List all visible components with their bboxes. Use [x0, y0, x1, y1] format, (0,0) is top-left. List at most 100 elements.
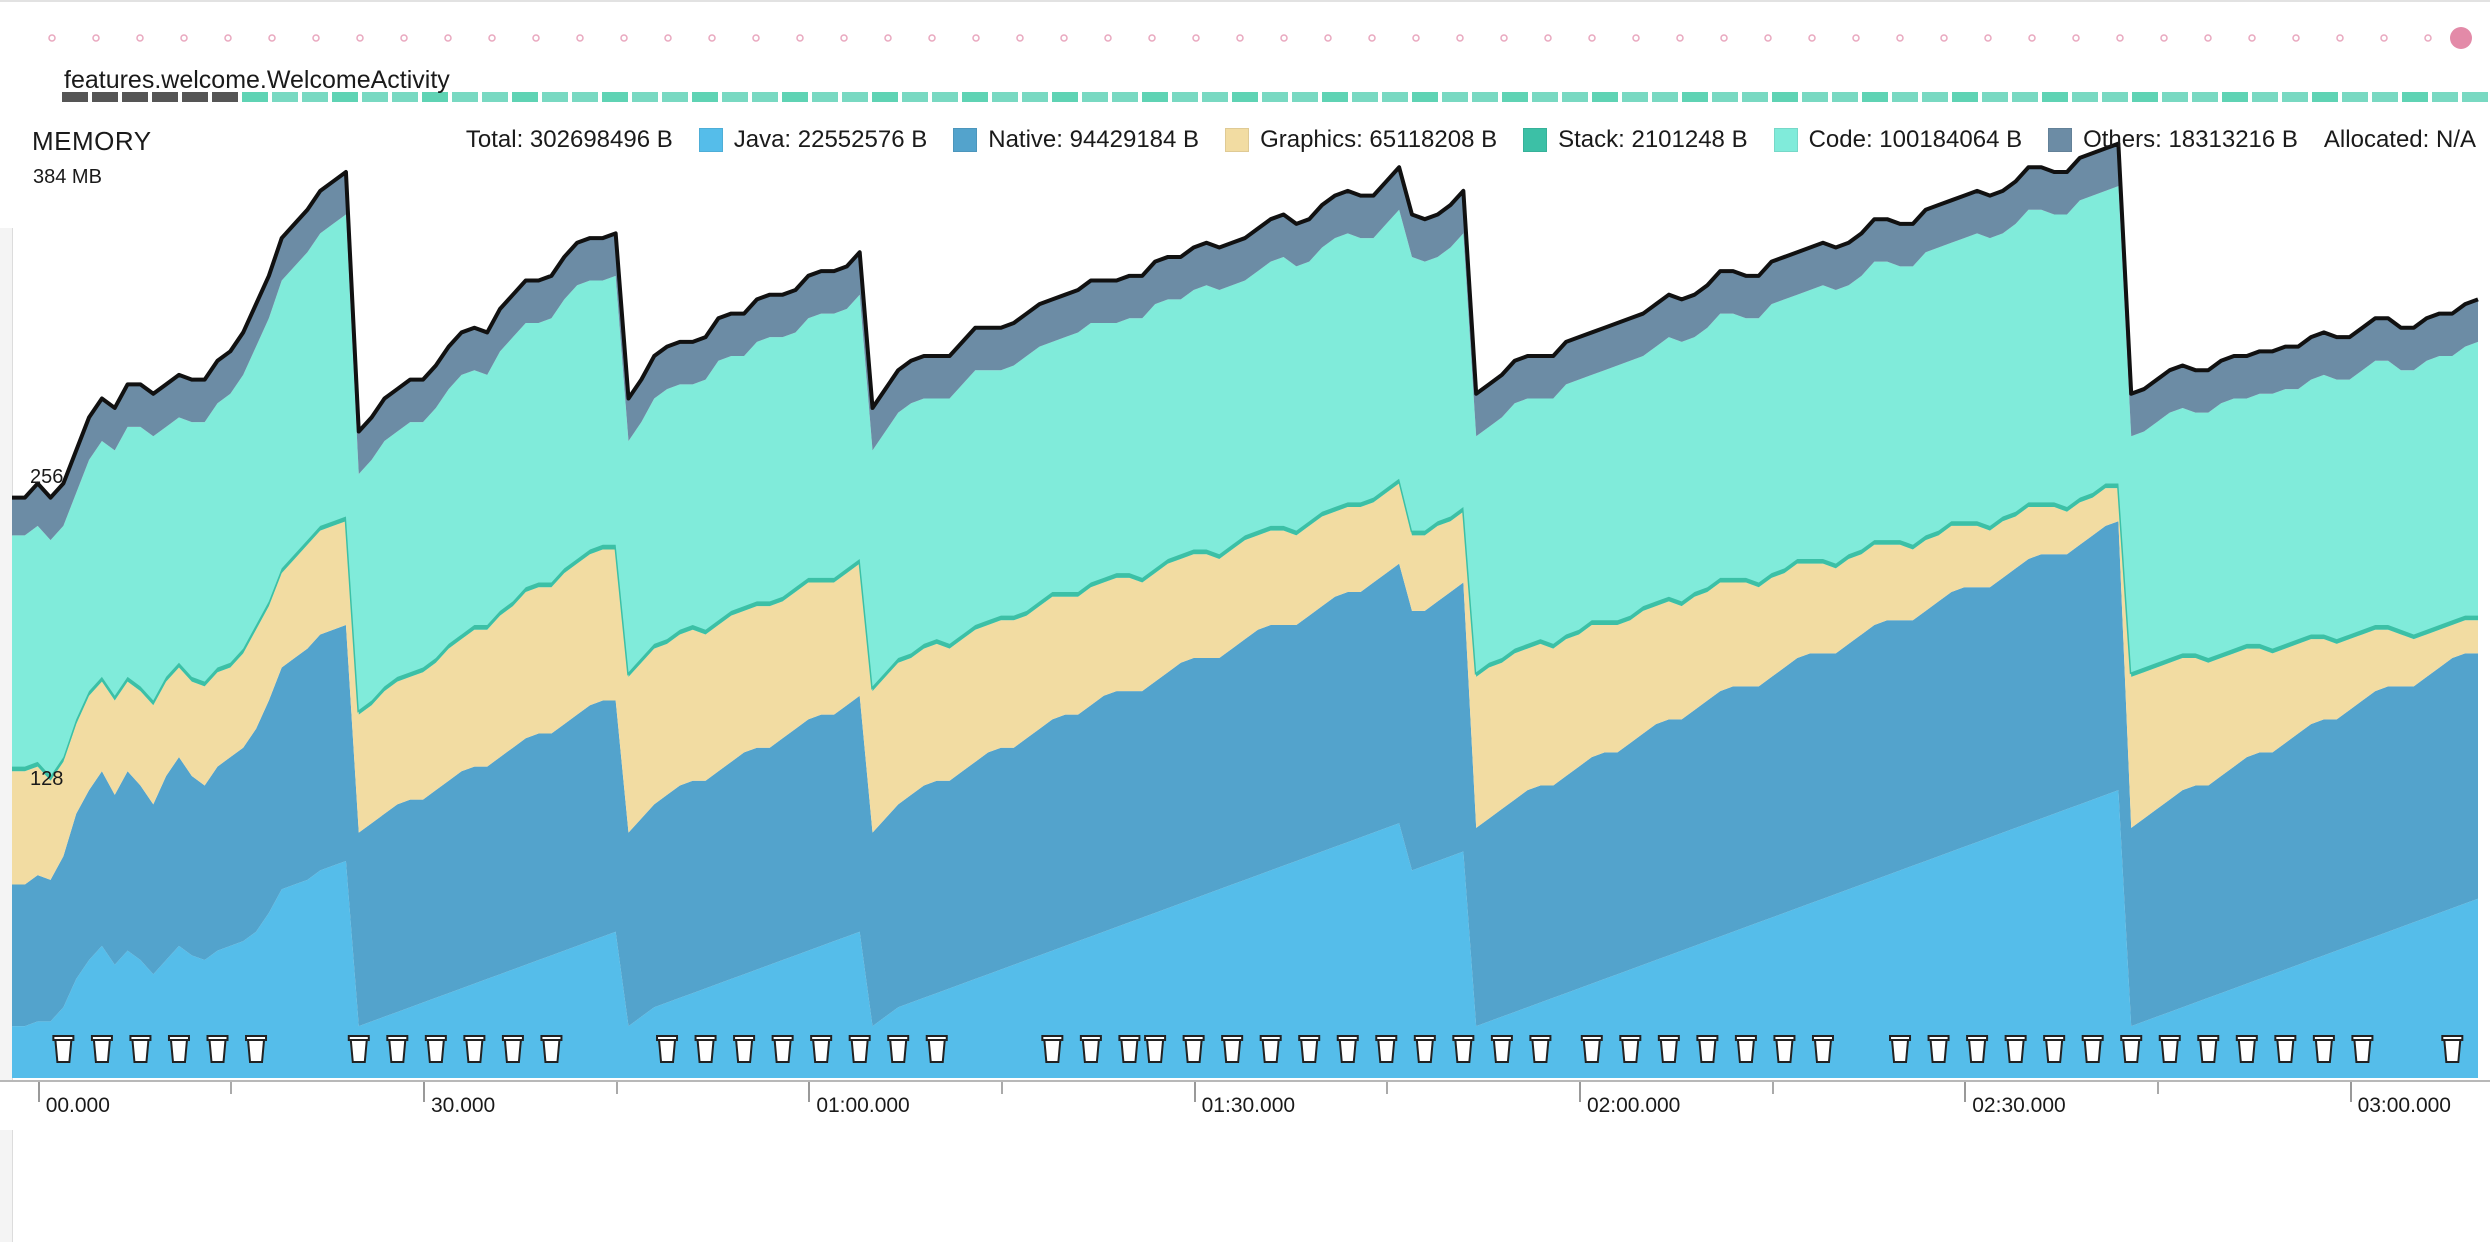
- event-dot: [1324, 34, 1332, 42]
- gc-event-icon: [167, 1035, 190, 1063]
- activity-segment: [872, 92, 898, 102]
- activity-segment: [992, 92, 1018, 102]
- event-dot: [1588, 34, 1596, 42]
- activity-segment: [62, 92, 88, 102]
- x-tick-label: 30.000: [431, 1094, 496, 1117]
- x-tick-label: 01:00.000: [816, 1094, 910, 1117]
- event-dot: [2116, 34, 2124, 42]
- area-code: [12, 186, 2478, 776]
- activity-segment: [2042, 92, 2068, 102]
- event-dot: [1016, 34, 1024, 42]
- activity-segment: [1922, 92, 1948, 102]
- activity-segment: [1682, 92, 1708, 102]
- y-axis-max-label: 384 MB: [33, 166, 102, 188]
- activity-segment: [512, 92, 538, 102]
- event-dot: [1632, 34, 1640, 42]
- activity-segment: [902, 92, 928, 102]
- gc-event-icon: [810, 1035, 833, 1063]
- activity-segment: [662, 92, 688, 102]
- activity-segment: [1082, 92, 1108, 102]
- activity-segment: [1442, 92, 1468, 102]
- legend-native: Native: 94429184 B: [953, 126, 1199, 154]
- event-dot: [2336, 34, 2344, 42]
- x-tick-label: 02:30.000: [1972, 1094, 2066, 1117]
- java-swatch: [698, 128, 723, 152]
- event-dot: [1104, 34, 1112, 42]
- gc-event-icon: [1490, 1035, 1513, 1063]
- activity-segment: [122, 92, 148, 102]
- activity-segment: [1112, 92, 1138, 102]
- activity-segment: [1292, 92, 1318, 102]
- x-major-tick: [2349, 1082, 2352, 1102]
- activity-segment: [2252, 92, 2278, 102]
- event-dot: [1500, 34, 1508, 42]
- x-major-tick: [1193, 1082, 1196, 1102]
- event-dot: [2248, 34, 2256, 42]
- activity-segment: [482, 92, 508, 102]
- x-tick-label: 03:00.000: [2357, 1094, 2451, 1117]
- activity-segment: [422, 92, 448, 102]
- event-dot: [1940, 34, 1948, 42]
- event-dot: [1984, 34, 1992, 42]
- gc-event-icon: [887, 1035, 910, 1063]
- graphics-swatch: [1225, 128, 1250, 152]
- event-dot: [1456, 34, 1464, 42]
- x-minor-tick: [1386, 1082, 1389, 1094]
- activity-name[interactable]: features.welcome.WelcomeActivity: [64, 66, 450, 94]
- gc-event-icon: [848, 1035, 871, 1063]
- event-dot: [840, 34, 848, 42]
- x-minor-tick: [230, 1082, 233, 1094]
- y-tick-256: 256: [30, 466, 64, 488]
- activity-segment: [2222, 92, 2248, 102]
- activity-segment: [272, 92, 298, 102]
- gc-event-icon: [2043, 1035, 2066, 1063]
- x-minor-tick: [2156, 1082, 2159, 1094]
- gc-event-icon: [1079, 1035, 1102, 1063]
- event-dot: [1544, 34, 1552, 42]
- activity-segment: [722, 92, 748, 102]
- event-dot: [2072, 34, 2080, 42]
- activity-segment: [1742, 92, 1768, 102]
- activity-segment: [1262, 92, 1288, 102]
- event-dot: [180, 34, 188, 42]
- event-dot: [136, 34, 144, 42]
- activity-segment: [1322, 92, 1348, 102]
- event-dot: [532, 34, 540, 42]
- gc-event-icon: [2081, 1035, 2104, 1063]
- activity-segment: [842, 92, 868, 102]
- gc-event-icon: [656, 1035, 679, 1063]
- gc-event-icon: [1144, 1035, 1167, 1063]
- activity-segment: [1832, 92, 1858, 102]
- gc-event-icon: [1773, 1035, 1796, 1063]
- x-minor-tick: [615, 1082, 618, 1094]
- event-dot: [400, 34, 408, 42]
- gc-event-icon: [206, 1035, 229, 1063]
- legend-code: Code: 100184064 B: [1773, 126, 2022, 154]
- event-dot: [1192, 34, 1200, 42]
- gc-event-icon: [1375, 1035, 1398, 1063]
- time-axis[interactable]: 00.000 30.000 01:00.000 01:30.000 02:00.000 0…: [0, 1080, 2490, 1130]
- legend-java-label: Java: 22552576 B: [733, 126, 928, 153]
- total-line: [12, 141, 2479, 500]
- memory-title: MEMORY: [32, 126, 152, 156]
- area-others: [12, 143, 2478, 541]
- activity-segment: [572, 92, 598, 102]
- event-dot: [1060, 34, 1068, 42]
- gc-event-icon: [90, 1035, 113, 1063]
- event-dot: [620, 34, 628, 42]
- gc-event-icon: [424, 1035, 447, 1063]
- event-dot: [1808, 34, 1816, 42]
- event-dot: [444, 34, 452, 42]
- activity-segment: [1982, 92, 2008, 102]
- x-major-tick: [37, 1082, 40, 1102]
- activity-segment: [1142, 92, 1168, 102]
- gc-event-icon: [2351, 1035, 2374, 1063]
- activity-segment: [332, 92, 358, 102]
- gc-event-icon: [1811, 1035, 1834, 1063]
- gc-event-icon: [1657, 1035, 1680, 1063]
- gc-event-icon: [2197, 1035, 2220, 1063]
- legend-total: Total: 302698496 B: [466, 126, 673, 154]
- event-dot: [2424, 34, 2432, 42]
- others-swatch: [2048, 128, 2073, 152]
- legend-stack: Stack: 2101248 B: [1523, 126, 1748, 154]
